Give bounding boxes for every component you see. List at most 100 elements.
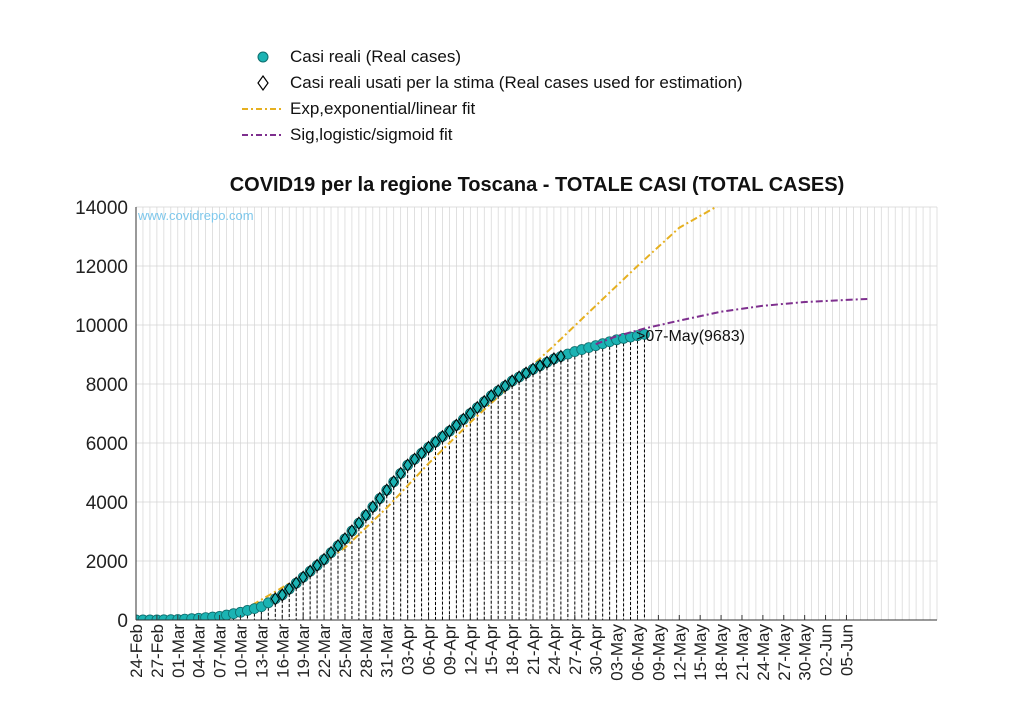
- estimation-point: [361, 508, 371, 523]
- estimation-point: [291, 576, 301, 591]
- dash-dot-line-icon: [242, 134, 284, 136]
- chart-title: COVID19 per la regione Toscana - TOTALE …: [230, 174, 845, 196]
- estimation-point: [270, 591, 280, 606]
- x-tick-label: 15-Apr: [482, 624, 501, 675]
- estimation-point: [354, 516, 364, 531]
- estimation-point: [542, 355, 552, 370]
- x-tick-label: 18-Apr: [503, 624, 522, 675]
- x-tick-label: 03-Apr: [399, 624, 418, 675]
- estimation-point: [298, 570, 308, 585]
- estimation-point: [493, 383, 503, 398]
- watermark: www.covidrepo.com: [137, 208, 254, 223]
- estimation-point: [340, 531, 350, 546]
- estimation-point: [465, 406, 475, 421]
- x-tick-label: 15-May: [691, 624, 710, 681]
- estimation-point: [514, 370, 524, 385]
- estimation-point: [326, 545, 336, 560]
- legend-item-sig-fit: Sig,logistic/sigmoid fit: [240, 122, 743, 148]
- sig-fit-line: [595, 298, 868, 346]
- x-tick-label: 10-Mar: [231, 624, 250, 678]
- estimation-point: [451, 418, 462, 433]
- legend: Casi reali (Real cases) Casi reali usati…: [240, 44, 743, 148]
- x-tick-label: 22-Mar: [315, 624, 334, 678]
- estimation-point: [507, 374, 517, 388]
- estimation-point: [500, 379, 510, 393]
- x-tick-label: 21-May: [733, 624, 752, 681]
- last-value-annotation: >07-May(9683): [636, 328, 745, 345]
- plot-area: [136, 207, 937, 620]
- estimation-point: [389, 474, 399, 489]
- estimation-point: [368, 500, 378, 514]
- estimation-point: [382, 483, 392, 498]
- estimation-point: [396, 466, 406, 481]
- legend-label: Sig,logistic/sigmoid fit: [290, 125, 453, 144]
- x-ticks: 24-Feb 27-Feb 01-Mar 04-Mar 07-Mar 10-Mar 13-M…: [127, 615, 856, 681]
- x-tick-label: 04-Mar: [190, 624, 209, 678]
- x-tick-label: 24-Apr: [545, 624, 564, 675]
- estimation-point: [437, 429, 448, 444]
- circle-marker-icon: [257, 51, 269, 63]
- exp-fit-line: [225, 207, 718, 620]
- x-tick-label: 09-Apr: [440, 624, 459, 675]
- x-tick-label: 27-Feb: [148, 624, 167, 678]
- legend-item-exp-fit: Exp,exponential/linear fit: [240, 96, 743, 122]
- x-tick-label: 24-May: [754, 624, 773, 681]
- y-tick-label: 4000: [86, 493, 128, 514]
- x-tick-label: 21-Apr: [524, 624, 543, 675]
- x-tick-label: 30-May: [796, 624, 815, 681]
- estimation-point: [556, 349, 566, 364]
- x-tick-label: 31-Mar: [378, 624, 397, 678]
- x-tick-label: 05-Jun: [837, 624, 856, 676]
- estimation-point: [430, 435, 441, 449]
- dash-dot-line-icon: [242, 108, 284, 110]
- estimation-point: [375, 491, 385, 506]
- diamond-marker-icon: [257, 74, 269, 92]
- x-tick-label: 01-Mar: [169, 624, 188, 678]
- x-tick-label: 24-Feb: [127, 624, 146, 678]
- legend-item-real-cases: Casi reali (Real cases): [240, 44, 743, 70]
- estimation-point: [423, 440, 434, 455]
- y-tick-label: 2000: [86, 552, 128, 573]
- y-tick-label: 12000: [75, 257, 128, 278]
- x-tick-label: 02-Jun: [817, 624, 836, 676]
- x-tick-label: 16-Mar: [273, 624, 292, 678]
- estimation-point: [486, 388, 496, 403]
- x-tick-label: 25-Mar: [336, 624, 355, 678]
- legend-label: Exp,exponential/linear fit: [290, 99, 476, 118]
- series-layer: [136, 207, 868, 620]
- x-tick-label: 09-May: [649, 624, 668, 681]
- estimation-point: [472, 400, 482, 415]
- x-tick-label: 19-Mar: [294, 624, 313, 678]
- estimation-point: [277, 588, 287, 602]
- x-tick-label: 30-Apr: [587, 624, 606, 675]
- x-tick-label: 03-May: [608, 624, 627, 681]
- legend-item-used-cases: Casi reali usati per la stima (Real case…: [240, 70, 743, 96]
- x-tick-label: 27-Apr: [566, 624, 585, 675]
- estimation-point: [319, 552, 329, 567]
- x-tick-label: 12-May: [670, 624, 689, 681]
- x-tick-label: 28-Mar: [357, 624, 376, 678]
- estimation-point: [528, 362, 538, 377]
- y-ticks: 0 2000 4000 6000 8000 10000 12000 14000: [75, 198, 128, 632]
- estimation-point: [458, 412, 468, 427]
- y-tick-label: 8000: [86, 375, 128, 396]
- x-tick-label: 06-Apr: [420, 624, 439, 675]
- y-tick-label: 0: [117, 611, 128, 632]
- estimation-point: [333, 538, 343, 553]
- estimation-point: [479, 394, 489, 409]
- legend-label: Casi reali usati per la stima (Real case…: [290, 73, 743, 92]
- estimation-point: [549, 352, 559, 366]
- x-tick-label: 27-May: [775, 624, 794, 681]
- y-tick-label: 6000: [86, 434, 128, 455]
- estimation-point: [403, 458, 413, 473]
- estimation-point: [305, 564, 315, 579]
- x-tick-label: 12-Apr: [461, 624, 480, 675]
- legend-label: Casi reali (Real cases): [290, 47, 461, 66]
- estimation-point: [521, 366, 531, 381]
- y-tick-label: 14000: [75, 198, 128, 219]
- x-tick-label: 07-Mar: [211, 624, 230, 678]
- estimation-point: [444, 424, 455, 439]
- estimation-point: [416, 446, 427, 461]
- y-tick-label: 10000: [75, 316, 128, 337]
